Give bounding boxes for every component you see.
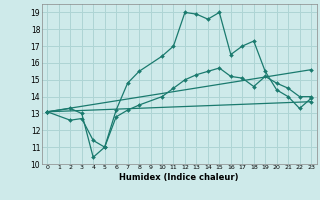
X-axis label: Humidex (Indice chaleur): Humidex (Indice chaleur) — [119, 173, 239, 182]
